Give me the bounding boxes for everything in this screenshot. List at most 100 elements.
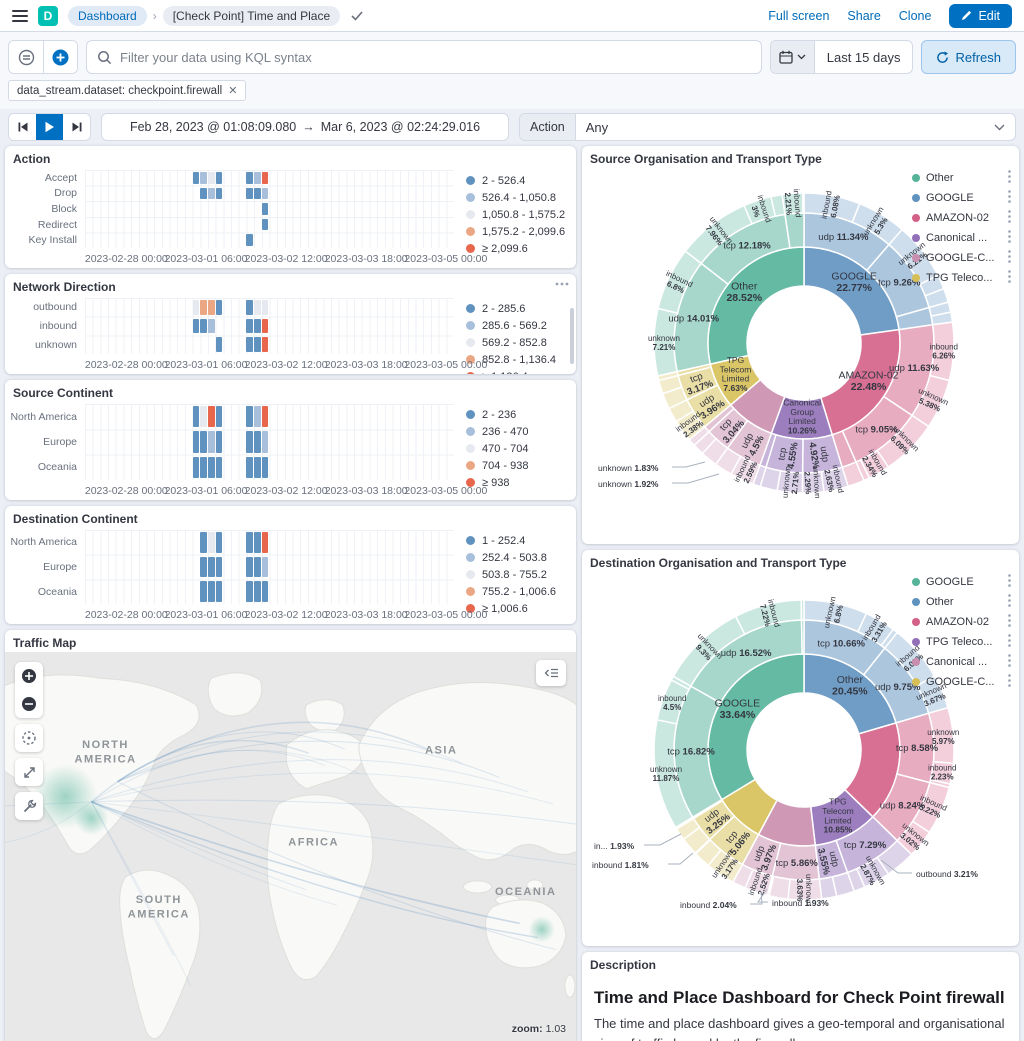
legend-options-icon[interactable] bbox=[1008, 634, 1011, 650]
expand-icon[interactable] bbox=[15, 758, 43, 786]
legend-item[interactable]: 569.2 - 852.8 bbox=[466, 334, 570, 351]
legend-item[interactable]: 755.2 - 1,006.6 bbox=[466, 583, 570, 600]
legend-options-icon[interactable] bbox=[1008, 594, 1011, 610]
legend-item[interactable]: 285.6 - 569.2 bbox=[466, 317, 570, 334]
filter-pill[interactable]: data_stream.dataset: checkpoint.firewall… bbox=[8, 80, 247, 101]
legend-item[interactable]: 236 - 470 bbox=[466, 423, 570, 440]
legend-options-icon[interactable] bbox=[1008, 210, 1011, 226]
legend-item[interactable]: TPG Teleco... bbox=[912, 634, 1011, 650]
legend-item[interactable]: 1,575.2 - 2,099.6 bbox=[466, 223, 570, 240]
legend-item[interactable]: AMAZON-02 bbox=[912, 614, 1011, 630]
legend-scrollbar[interactable] bbox=[570, 308, 574, 364]
legend-item[interactable]: 1 - 252.4 bbox=[466, 532, 570, 549]
legend-item[interactable]: AMAZON-02 bbox=[912, 210, 1011, 226]
legend-options-icon[interactable] bbox=[1008, 270, 1011, 286]
legend-options-icon[interactable] bbox=[1008, 230, 1011, 246]
legend-item[interactable]: 526.4 - 1,050.8 bbox=[466, 189, 570, 206]
date-picker-button[interactable] bbox=[770, 41, 815, 73]
legend-item[interactable]: 470 - 704 bbox=[466, 440, 570, 457]
legend-options-icon[interactable] bbox=[1008, 190, 1011, 206]
legend-options-icon[interactable] bbox=[1008, 170, 1011, 186]
legend-item[interactable]: GOOGLE-C... bbox=[912, 674, 1011, 690]
legend-item[interactable]: 252.4 - 503.8 bbox=[466, 549, 570, 566]
legend-item[interactable]: GOOGLE bbox=[912, 190, 1011, 206]
sunburst-chart: GOOGLE 22.77% udp 11.34% inbound6.08% unknow… bbox=[598, 189, 958, 499]
heatmap-cell bbox=[215, 187, 223, 200]
time-slider-range[interactable]: Feb 28, 2023 @ 01:08:09.080 → Mar 6, 202… bbox=[101, 113, 509, 141]
heatmap-cell bbox=[261, 337, 269, 352]
top-navigation: D Dashboard › [Check Point] Time and Pla… bbox=[0, 0, 1024, 32]
legend-dot-icon bbox=[912, 678, 920, 686]
heatmap-cell bbox=[261, 532, 269, 553]
heatmap-cell bbox=[215, 300, 223, 315]
map-layers-collapse-button[interactable] bbox=[536, 660, 566, 686]
sunburst-label: tcp 9.05% bbox=[855, 425, 898, 436]
legend-item[interactable]: ≥ 1,136.4 bbox=[466, 368, 570, 374]
legend-item[interactable]: ≥ 938 bbox=[466, 474, 570, 491]
play-button[interactable] bbox=[36, 114, 63, 140]
edit-button[interactable]: Edit bbox=[949, 3, 1012, 28]
traffic-map[interactable]: NORTH AMERICA ASIA AFRICA SOUTH AMERICA OCEANI… bbox=[5, 652, 576, 1041]
legend-item[interactable]: 1,050.8 - 1,575.2 bbox=[466, 206, 570, 223]
saved-query-icon[interactable] bbox=[9, 41, 43, 73]
legend-item[interactable]: Canonical ... bbox=[912, 230, 1011, 246]
legend-item[interactable]: 852.8 - 1,136.4 bbox=[466, 351, 570, 368]
heatmap-cell bbox=[246, 318, 254, 334]
legend-item[interactable]: Canonical ... bbox=[912, 654, 1011, 670]
legend-dot-icon bbox=[912, 638, 920, 646]
legend-dot-icon bbox=[466, 372, 475, 374]
sunburst-label: TPG Telecom Limited 10.85% bbox=[822, 797, 854, 835]
panel-options-icon[interactable] bbox=[553, 277, 571, 291]
crosshair-icon[interactable] bbox=[15, 724, 43, 752]
legend-item[interactable]: 704 - 938 bbox=[466, 457, 570, 474]
heatmap-cell bbox=[208, 456, 215, 478]
skip-next-button[interactable] bbox=[63, 114, 90, 140]
legend-item[interactable]: ≥ 2,099.6 bbox=[466, 240, 570, 257]
action-filter-select[interactable]: Action Any bbox=[519, 113, 1016, 141]
legend-options-icon[interactable] bbox=[1008, 574, 1011, 590]
legend-item[interactable]: 503.8 - 755.2 bbox=[466, 566, 570, 583]
remove-filter-icon[interactable]: ✕ bbox=[228, 85, 238, 97]
legend-options-icon[interactable] bbox=[1008, 250, 1011, 266]
legend-item[interactable]: GOOGLE bbox=[912, 574, 1011, 590]
x-axis-tick: 2023-03-02 12:00 bbox=[244, 485, 328, 497]
sunburst-segment[interactable] bbox=[800, 599, 805, 621]
kql-filter-input[interactable] bbox=[120, 49, 751, 65]
legend-item[interactable]: TPG Teleco... bbox=[912, 270, 1011, 286]
kql-search-box[interactable] bbox=[86, 40, 762, 74]
breadcrumb-dashboard[interactable]: Dashboard bbox=[68, 5, 147, 26]
legend-item[interactable]: 2 - 285.6 bbox=[466, 300, 570, 317]
deployment-logo[interactable]: D bbox=[38, 5, 58, 26]
sunburst-segment[interactable] bbox=[802, 192, 805, 214]
description-body: The time and place dashboard gives a geo… bbox=[594, 1016, 1005, 1041]
sunburst-label: tcp 9.26% bbox=[878, 277, 921, 288]
menu-icon[interactable] bbox=[12, 9, 28, 22]
zoom-in-button[interactable] bbox=[15, 662, 43, 690]
check-icon[interactable] bbox=[350, 10, 364, 22]
refresh-button[interactable]: Refresh bbox=[921, 40, 1016, 74]
legend-options-icon[interactable] bbox=[1008, 614, 1011, 630]
add-filter-icon[interactable] bbox=[43, 41, 77, 73]
legend-options-icon[interactable] bbox=[1008, 654, 1011, 670]
share-button[interactable]: Share bbox=[847, 8, 881, 23]
sunburst-segment[interactable] bbox=[800, 619, 805, 655]
x-axis-tick: 2023-03-01 06:00 bbox=[164, 485, 248, 497]
clone-button[interactable]: Clone bbox=[898, 8, 932, 23]
row-label: Block bbox=[51, 202, 77, 215]
panel-title: Source Organisation and Transport Type bbox=[590, 152, 822, 166]
legend-item[interactable]: 2 - 526.4 bbox=[466, 172, 570, 189]
full-screen-button[interactable]: Full screen bbox=[768, 8, 830, 23]
legend-item[interactable]: ≥ 1,006.6 bbox=[466, 600, 570, 617]
zoom-out-button[interactable] bbox=[15, 690, 43, 718]
sunburst-label: GOOGLE 33.64% bbox=[715, 698, 761, 722]
sunburst-label: AMAZON-02 22.48% bbox=[839, 369, 899, 393]
legend-item[interactable]: Other bbox=[912, 594, 1011, 610]
legend-item[interactable]: Other bbox=[912, 170, 1011, 186]
legend-options-icon[interactable] bbox=[1008, 674, 1011, 690]
panel-action: Action Accept Drop Block Redirect Key Instal… bbox=[5, 146, 576, 268]
time-range-value[interactable]: Last 15 days bbox=[826, 49, 901, 65]
legend-item[interactable]: 2 - 236 bbox=[466, 406, 570, 423]
skip-previous-button[interactable] bbox=[9, 114, 36, 140]
legend-item[interactable]: GOOGLE-C... bbox=[912, 250, 1011, 266]
wrench-icon[interactable] bbox=[15, 792, 43, 820]
